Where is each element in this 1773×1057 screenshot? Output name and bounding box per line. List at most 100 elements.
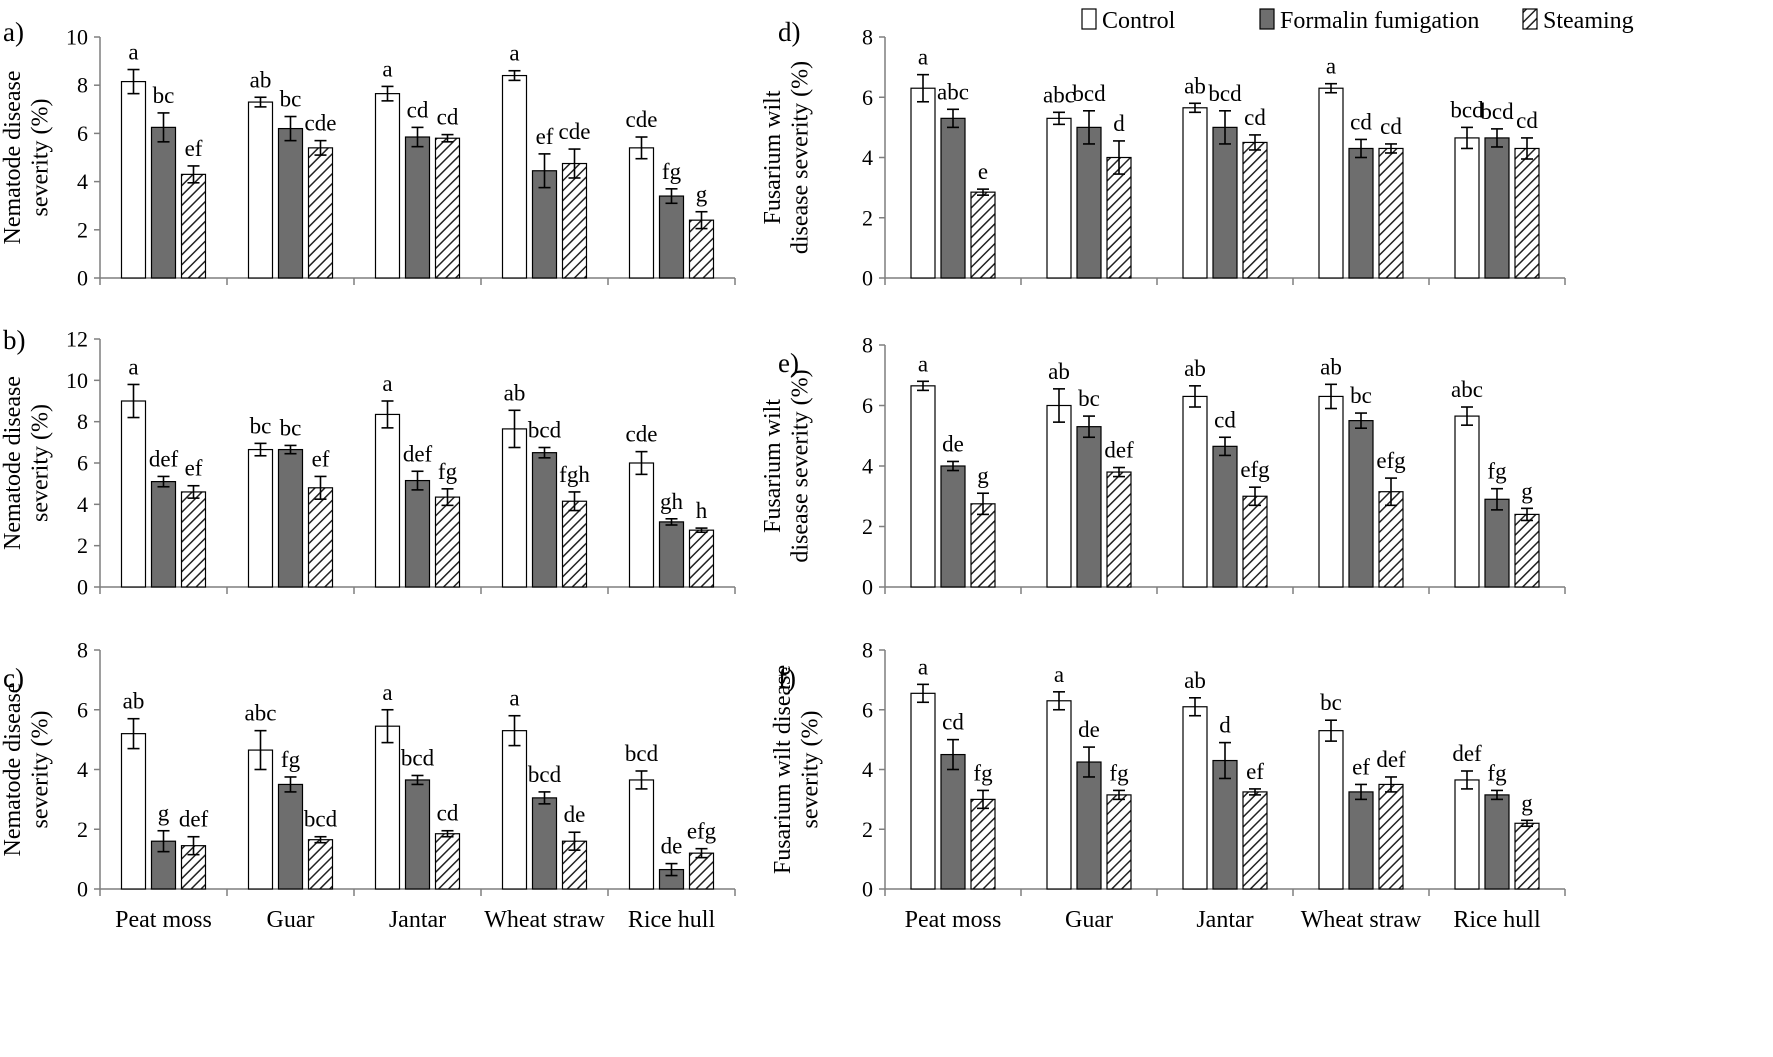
bar-steaming bbox=[307, 487, 334, 588]
x-category-label: Guar bbox=[1065, 907, 1113, 933]
y-tick-label: 8 bbox=[77, 73, 88, 98]
panel-label: d) bbox=[778, 17, 801, 47]
panel-d: d) Fusarium wiltdisease severity (%) 0 2 4 6 8… bbox=[760, 17, 1566, 291]
significance-letter: def bbox=[1104, 438, 1134, 463]
significance-letter: fg bbox=[1487, 459, 1507, 484]
bar-control bbox=[1182, 395, 1208, 588]
bar-control bbox=[628, 779, 655, 890]
y-tick-label: 6 bbox=[862, 85, 873, 110]
significance-letter: a bbox=[1054, 662, 1064, 687]
significance-letter: a bbox=[918, 654, 928, 679]
y-tick-label: 0 bbox=[77, 266, 88, 291]
bar-formalin-fumigation bbox=[940, 753, 966, 890]
panels: a)Nematode diseaseseverity (%)0246810abc… bbox=[0, 17, 1566, 933]
x-category-label: Wheat straw bbox=[1301, 907, 1422, 933]
bar-formalin-fumigation bbox=[658, 195, 685, 279]
significance-letter: bcd bbox=[625, 741, 659, 766]
y-tick-label: 8 bbox=[862, 333, 873, 358]
significance-letter: fg bbox=[973, 760, 993, 785]
significance-letter: ab bbox=[1184, 73, 1206, 98]
bar-steaming bbox=[970, 798, 996, 890]
x-category-label: Guar bbox=[267, 907, 315, 933]
bar-control bbox=[628, 462, 655, 588]
y-tick-label: 8 bbox=[77, 638, 88, 663]
significance-letter: bc bbox=[1078, 386, 1100, 411]
significance-letter: ab bbox=[1184, 356, 1206, 381]
significance-letter: cd bbox=[1350, 109, 1372, 134]
significance-letter: h bbox=[696, 498, 708, 523]
significance-letter: bc bbox=[1320, 690, 1342, 715]
y-tick-label: 4 bbox=[77, 169, 88, 194]
significance-letter: a bbox=[128, 40, 138, 65]
significance-letter: a bbox=[509, 686, 519, 711]
significance-letter: a bbox=[1326, 54, 1336, 79]
significance-letter: ab bbox=[504, 380, 526, 405]
significance-letter: g bbox=[977, 463, 989, 488]
significance-letter: g bbox=[1521, 478, 1533, 503]
significance-letter: ab bbox=[123, 689, 145, 714]
significance-letter: d bbox=[1113, 111, 1125, 136]
significance-letter: ab bbox=[1184, 668, 1206, 693]
bar-steaming bbox=[1242, 791, 1268, 890]
bar-steaming bbox=[1242, 141, 1268, 279]
bar-formalin-fumigation bbox=[1484, 137, 1510, 279]
y-tick-label: 2 bbox=[77, 217, 88, 242]
bar-formalin-fumigation bbox=[531, 797, 558, 890]
bar-steaming bbox=[970, 503, 996, 588]
significance-letter: ef bbox=[312, 446, 330, 471]
y-axis-title-line: disease severity (%) bbox=[788, 369, 814, 562]
bar-control bbox=[1046, 700, 1072, 890]
y-axis-title: Nematode diseaseseverity (%) bbox=[0, 683, 54, 857]
significance-letter: bcd bbox=[528, 762, 562, 787]
bar-formalin-fumigation bbox=[277, 448, 304, 588]
y-tick-label: 4 bbox=[862, 145, 873, 170]
y-axis-title-line: Nematode disease bbox=[0, 376, 26, 550]
y-tick-label: 6 bbox=[77, 451, 88, 476]
bar-control bbox=[1454, 779, 1480, 890]
bar-control bbox=[247, 101, 274, 279]
significance-letter: bcd bbox=[1480, 99, 1514, 124]
significance-letter: ab bbox=[1048, 359, 1070, 384]
y-tick-label: 4 bbox=[862, 757, 873, 782]
bar-control bbox=[247, 749, 274, 890]
significance-letter: fg bbox=[438, 459, 458, 484]
y-tick-label: 0 bbox=[77, 877, 88, 902]
significance-letter: cd bbox=[1380, 114, 1402, 139]
bar-steaming bbox=[561, 500, 588, 588]
panel-f: f)Fusarium wilt diseaseseverity (%) 0 2 4 6 8… bbox=[770, 638, 1566, 933]
y-tick-label: 2 bbox=[862, 817, 873, 842]
significance-letter: cd bbox=[437, 105, 459, 130]
significance-letter: def bbox=[403, 441, 433, 466]
y-tick-label: 0 bbox=[862, 877, 873, 902]
bar-steaming bbox=[561, 840, 588, 890]
significance-letter: cd bbox=[437, 801, 459, 826]
y-tick-label: 0 bbox=[862, 575, 873, 600]
significance-letter: de bbox=[1078, 717, 1100, 742]
bar-formalin-fumigation bbox=[150, 481, 177, 588]
y-tick-label: 4 bbox=[862, 454, 873, 479]
significance-letter: cde bbox=[626, 107, 658, 132]
y-axis-title-line: severity (%) bbox=[798, 711, 824, 829]
y-axis-title-line: disease severity (%) bbox=[788, 61, 814, 254]
y-axis-title-line: Nematode disease bbox=[0, 71, 26, 245]
y-tick-label: 8 bbox=[77, 409, 88, 434]
legend-label: Control bbox=[1102, 8, 1176, 34]
bar-control bbox=[1046, 404, 1072, 588]
y-axis-title-line: Nematode disease bbox=[0, 683, 26, 857]
bar-control bbox=[1182, 706, 1208, 890]
y-tick-label: 4 bbox=[77, 757, 88, 782]
significance-letter: def bbox=[1452, 741, 1482, 766]
bar-formalin-fumigation bbox=[150, 840, 177, 890]
bar-control bbox=[501, 74, 528, 279]
y-tick-label: 2 bbox=[862, 514, 873, 539]
significance-letter: a bbox=[382, 680, 392, 705]
y-axis-title-line: severity (%) bbox=[28, 711, 54, 829]
bar-formalin-fumigation bbox=[940, 465, 966, 588]
x-category-label: Rice hull bbox=[1453, 907, 1541, 933]
bar-control bbox=[374, 93, 401, 279]
bar-steaming bbox=[1378, 491, 1404, 588]
bar-control bbox=[247, 448, 274, 588]
panel-label: e) bbox=[778, 348, 799, 378]
significance-letter: efg bbox=[1376, 448, 1406, 473]
